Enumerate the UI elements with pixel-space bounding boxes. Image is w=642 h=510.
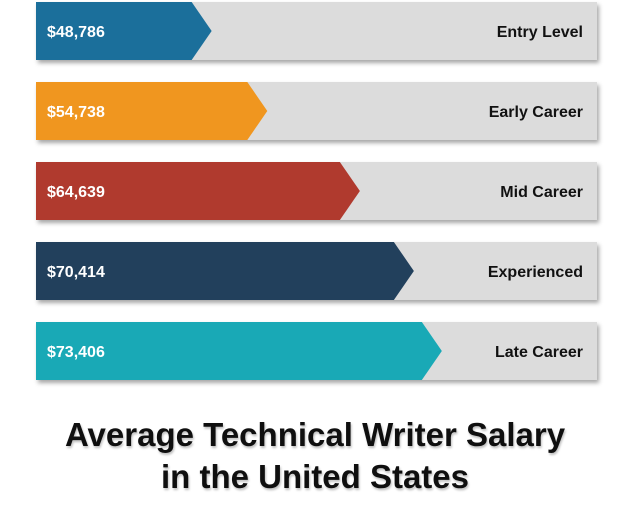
- bar: [36, 2, 212, 60]
- value-label: $73,406: [47, 344, 105, 361]
- bar-row: $54,738 Early Career: [36, 82, 597, 140]
- category-label: Late Career: [495, 344, 583, 361]
- bar-rows: $48,786 Entry Level $54,738 Early Career $64…: [36, 2, 597, 380]
- chart-title: Average Technical Writer Salary in the U…: [0, 414, 630, 498]
- value-label: $48,786: [47, 24, 105, 41]
- category-label: Mid Career: [500, 184, 583, 201]
- bar: [36, 162, 360, 220]
- category-label: Entry Level: [497, 24, 583, 41]
- chart-title-line-2: in the United States: [160, 458, 470, 495]
- value-label: $64,639: [47, 184, 105, 201]
- bar-row: $73,406 Late Career: [36, 322, 597, 380]
- category-label: Early Career: [489, 104, 583, 121]
- bar-row: $64,639 Mid Career: [36, 162, 597, 220]
- chart-title-line-1: Average Technical Writer Salary: [64, 416, 566, 453]
- salary-bar-chart: $48,786 Entry Level $54,738 Early Career $64…: [36, 2, 597, 380]
- bar: [36, 242, 414, 300]
- category-label: Experienced: [488, 264, 583, 281]
- bar-row: $48,786 Entry Level: [36, 2, 597, 60]
- value-label: $70,414: [47, 264, 105, 281]
- bar: [36, 322, 442, 380]
- value-label: $54,738: [47, 104, 105, 121]
- bar-row: $70,414 Experienced: [36, 242, 597, 300]
- bar: [36, 82, 268, 140]
